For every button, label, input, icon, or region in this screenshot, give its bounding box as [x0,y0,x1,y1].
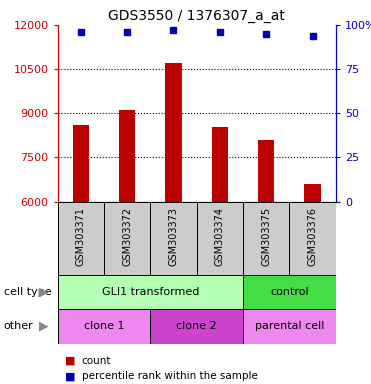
Text: GSM303372: GSM303372 [122,207,132,266]
Text: control: control [270,287,309,297]
Bar [258,140,274,202]
Text: ■: ■ [65,371,75,381]
Text: cell type: cell type [4,287,51,297]
Text: percentile rank within the sample: percentile rank within the sample [82,371,257,381]
Title: GDS3550 / 1376307_a_at: GDS3550 / 1376307_a_at [108,8,285,23]
Text: GSM303373: GSM303373 [168,207,178,266]
Text: GSM303371: GSM303371 [76,207,86,266]
Bar [58,202,104,275]
Bar [165,63,181,202]
Bar [289,202,336,275]
Bar [104,202,150,275]
Text: GLI1 transformed: GLI1 transformed [102,287,199,297]
Bar [197,202,243,275]
Text: parental cell: parental cell [255,321,324,331]
Bar [119,110,135,202]
Bar [58,275,243,309]
Text: GSM303374: GSM303374 [215,207,225,266]
Bar [150,202,197,275]
Bar [58,309,150,344]
Text: GSM303375: GSM303375 [261,207,271,266]
Text: GSM303376: GSM303376 [308,207,318,266]
Bar [243,275,336,309]
Bar [243,309,336,344]
Text: clone 1: clone 1 [83,321,124,331]
Text: clone 2: clone 2 [176,321,217,331]
Text: ▶: ▶ [39,320,48,333]
Bar [150,309,243,344]
Text: count: count [82,356,111,366]
Bar [305,184,321,202]
Bar [212,127,228,202]
Bar [73,125,89,202]
Text: ▶: ▶ [39,285,48,298]
Text: ■: ■ [65,356,75,366]
Text: other: other [4,321,33,331]
Bar [243,202,289,275]
